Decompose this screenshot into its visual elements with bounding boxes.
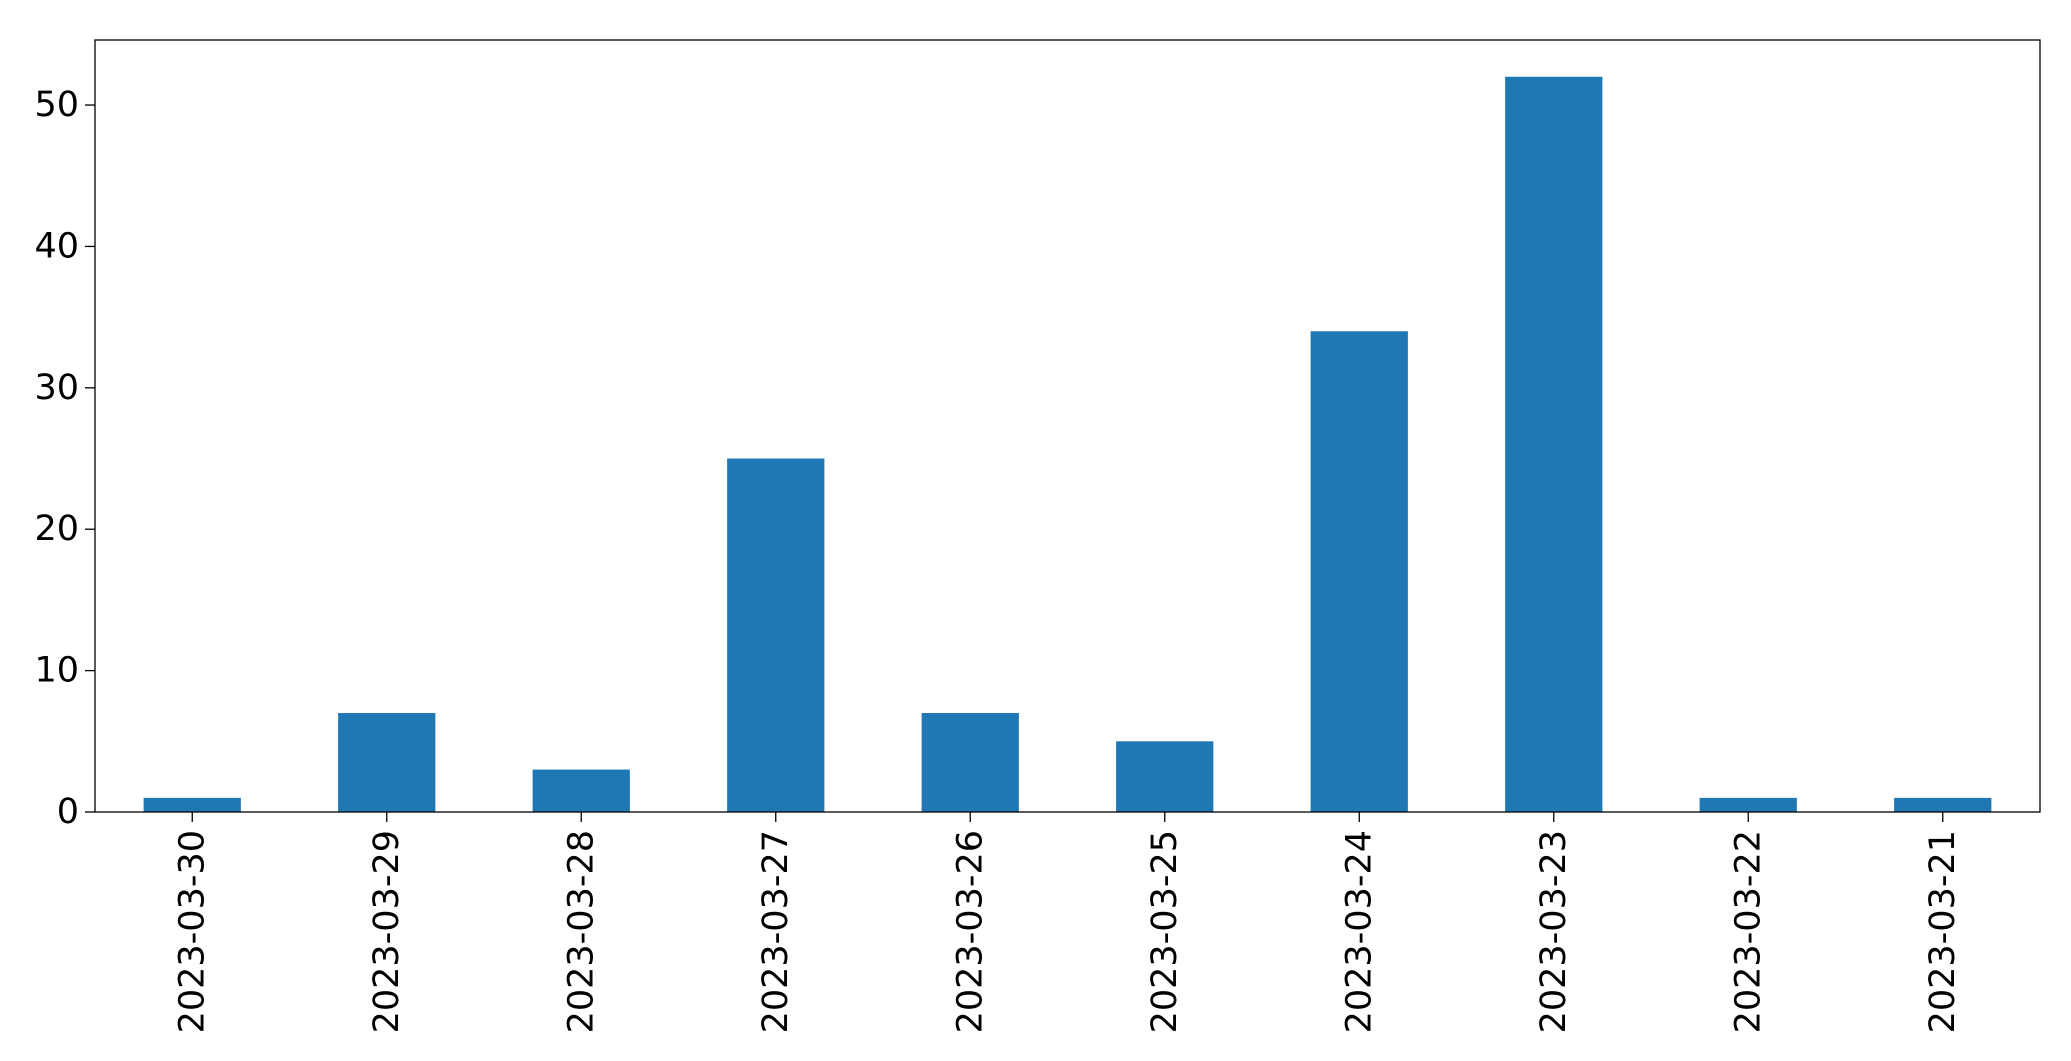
y-tick-label: 30 bbox=[34, 368, 79, 408]
y-tick-label: 50 bbox=[34, 85, 79, 125]
x-tick-label: 2023-03-29 bbox=[367, 830, 407, 1033]
x-tick-label: 2023-03-26 bbox=[950, 830, 990, 1033]
bar bbox=[1505, 76, 1603, 812]
bar bbox=[532, 769, 630, 812]
x-tick-label: 2023-03-24 bbox=[1339, 830, 1379, 1033]
x-tick-label: 2023-03-25 bbox=[1145, 830, 1185, 1033]
x-tick-label: 2023-03-27 bbox=[756, 830, 796, 1033]
y-tick-label: 40 bbox=[34, 226, 79, 266]
x-tick-label: 2023-03-21 bbox=[1923, 830, 1963, 1033]
bar bbox=[143, 797, 241, 812]
bar bbox=[1894, 797, 1992, 812]
bar bbox=[1699, 797, 1797, 812]
x-tick-label: 2023-03-30 bbox=[172, 830, 212, 1033]
x-tick-label: 2023-03-23 bbox=[1534, 830, 1574, 1033]
x-tick-label: 2023-03-28 bbox=[561, 830, 601, 1033]
bars bbox=[143, 76, 1992, 812]
bar bbox=[1310, 331, 1408, 812]
bar bbox=[338, 713, 436, 812]
x-axis-ticks: 2023-03-30 2023-03-29 2023-03-28 2023-03-27… bbox=[172, 812, 1963, 1033]
bar bbox=[921, 713, 1019, 812]
x-tick-label: 2023-03-22 bbox=[1728, 830, 1768, 1033]
y-tick-label: 0 bbox=[57, 792, 79, 832]
plot-frame bbox=[94, 39, 2041, 813]
y-axis-ticks: 0 10 20 30 40 50 bbox=[34, 85, 95, 832]
bar bbox=[1116, 741, 1214, 812]
bar bbox=[727, 458, 825, 812]
y-tick-label: 10 bbox=[34, 651, 79, 691]
y-tick-label: 20 bbox=[34, 509, 79, 549]
